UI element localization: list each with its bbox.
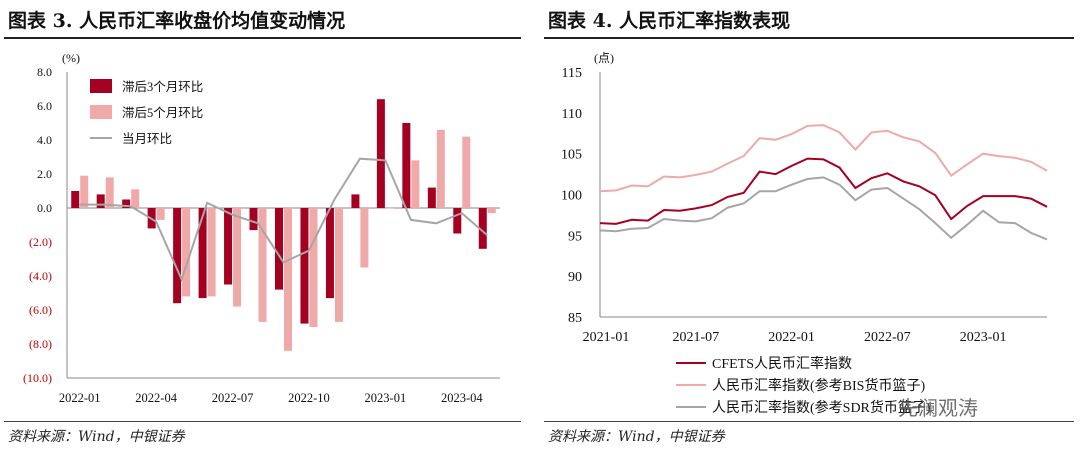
right-source-rule bbox=[544, 421, 1074, 422]
left-title-rule bbox=[4, 37, 521, 39]
right-y-tick-label: 95 bbox=[568, 229, 582, 244]
bar-lag5 bbox=[436, 129, 445, 208]
left-chart-panel: 图表 3. 人民币汇率收盘价均值变动情况 (%) 8.0 6.0 4.0 2.0 0.0(… bbox=[0, 0, 525, 454]
line-bis-index bbox=[599, 124, 1048, 193]
bar-lag3 bbox=[376, 99, 385, 208]
legend-label-lag5: 滞后5个月环比 bbox=[122, 106, 203, 120]
right-source-note: 资料来源：Wind，中银证券 bbox=[548, 429, 725, 445]
left-y-tick-label: (2.0) bbox=[29, 235, 52, 249]
right-y-tick-label: 85 bbox=[568, 311, 582, 326]
left-y-tick-label: (4.0) bbox=[29, 269, 52, 283]
right-x-tick-label: 2022-07 bbox=[864, 330, 911, 345]
legend-swatch-lag5 bbox=[90, 105, 112, 119]
bar-lag5 bbox=[462, 136, 471, 208]
bar-lag3 bbox=[300, 208, 309, 324]
left-x-tick-label: 2023-04 bbox=[441, 391, 483, 405]
bar-lag3 bbox=[478, 208, 487, 249]
right-y-tick-label: 105 bbox=[561, 148, 582, 163]
left-chart-title: 图表 3. 人民币汇率收盘价均值变动情况 bbox=[8, 10, 346, 32]
bar-lag5 bbox=[233, 208, 242, 307]
left-x-tick-label: 2023-01 bbox=[365, 391, 407, 405]
bar-lag5 bbox=[284, 208, 292, 351]
bar-lag3 bbox=[96, 194, 105, 208]
bar-lag5 bbox=[182, 208, 191, 297]
bar-lag3 bbox=[325, 208, 334, 299]
right-x-tick-label: 2022-01 bbox=[768, 330, 815, 345]
watermark-text: 先澜观涛 bbox=[898, 396, 978, 420]
legend-label-cfets: CFETS人民币汇率指数 bbox=[712, 355, 852, 372]
right-chart-title: 图表 4. 人民币汇率指数表现 bbox=[548, 10, 791, 32]
left-x-tick-label: 2022-04 bbox=[135, 391, 177, 405]
left-y-tick-label: 8.0 bbox=[37, 65, 52, 79]
left-x-tick-label: 2022-01 bbox=[59, 391, 101, 405]
legend-swatch-lag3 bbox=[90, 79, 112, 93]
legend-label-bis: 人民币汇率指数(参考BIS货币篮子) bbox=[712, 377, 925, 394]
left-y-tick-label: 2.0 bbox=[37, 167, 52, 181]
right-y-tick-label: 110 bbox=[562, 107, 582, 122]
right-unit-label: (点) bbox=[594, 51, 614, 65]
bar-lag5 bbox=[360, 208, 369, 268]
bar-lag3 bbox=[71, 191, 80, 208]
right-x-tick-label: 2021-07 bbox=[672, 330, 719, 345]
legend-label-sdr: 人民币汇率指数(参考SDR货币篮子) bbox=[712, 399, 931, 416]
bar-lag3 bbox=[224, 208, 233, 285]
left-x-tick-label: 2022-10 bbox=[288, 391, 330, 405]
bar-lag3 bbox=[275, 208, 283, 290]
legend-label-current: 当月环比 bbox=[122, 132, 172, 146]
bar-lag3 bbox=[249, 208, 258, 231]
right-x-tick-label: 2021-01 bbox=[583, 330, 630, 345]
bar-lag5 bbox=[258, 208, 267, 322]
right-y-tick-label: 115 bbox=[562, 66, 582, 81]
left-source-note: 资料来源：Wind，中银证券 bbox=[8, 429, 185, 445]
left-y-tick-label: 6.0 bbox=[37, 99, 52, 113]
left-source-rule bbox=[4, 421, 521, 422]
bar-lag5 bbox=[156, 208, 165, 220]
right-title-rule bbox=[544, 37, 1074, 39]
bar-lag5 bbox=[80, 175, 89, 208]
line-current-month bbox=[79, 157, 488, 283]
bar-lag5 bbox=[131, 189, 140, 208]
left-y-tick-label: (8.0) bbox=[29, 337, 52, 351]
left-unit-label: (%) bbox=[62, 51, 80, 65]
bar-lag5 bbox=[411, 160, 420, 208]
bar-lag5 bbox=[385, 208, 394, 209]
left-y-tick-label: 0.0 bbox=[37, 201, 52, 215]
bar-lag5 bbox=[105, 177, 114, 208]
bar-lag5 bbox=[334, 208, 343, 322]
bar-lag3 bbox=[427, 187, 436, 208]
left-y-tick-label: (10.0) bbox=[23, 371, 52, 385]
left-x-tick-label: 2022-07 bbox=[212, 391, 254, 405]
right-y-tick-label: 90 bbox=[568, 270, 582, 285]
right-chart-panel: 图表 4. 人民币汇率指数表现 (点) 115 110 105 100 95 90 85 202… bbox=[540, 0, 1080, 454]
left-y-tick-label: 4.0 bbox=[37, 133, 52, 147]
line-sdr-index bbox=[599, 176, 1048, 241]
line-cfets-index bbox=[599, 157, 1048, 225]
bar-lag3 bbox=[453, 208, 462, 234]
bar-lag5 bbox=[207, 208, 216, 297]
left-y-tick-label: (6.0) bbox=[29, 303, 52, 317]
bar-lag3 bbox=[402, 123, 411, 208]
bar-lag3 bbox=[173, 208, 182, 304]
right-y-tick-label: 100 bbox=[561, 189, 582, 204]
bar-lag3 bbox=[351, 194, 360, 208]
legend-label-lag3: 滞后3个月环比 bbox=[122, 80, 203, 94]
bar-lag5 bbox=[309, 208, 318, 327]
right-x-tick-label: 2023-01 bbox=[960, 330, 1007, 345]
bar-lag3 bbox=[198, 208, 207, 299]
bar-lag5 bbox=[487, 208, 496, 214]
bar-lag3 bbox=[122, 199, 131, 208]
left-bar-chart: (%) 8.0 6.0 4.0 2.0 0.0 (2.0) (4.0) (6.0) (8.0) (1… bbox=[23, 51, 500, 405]
